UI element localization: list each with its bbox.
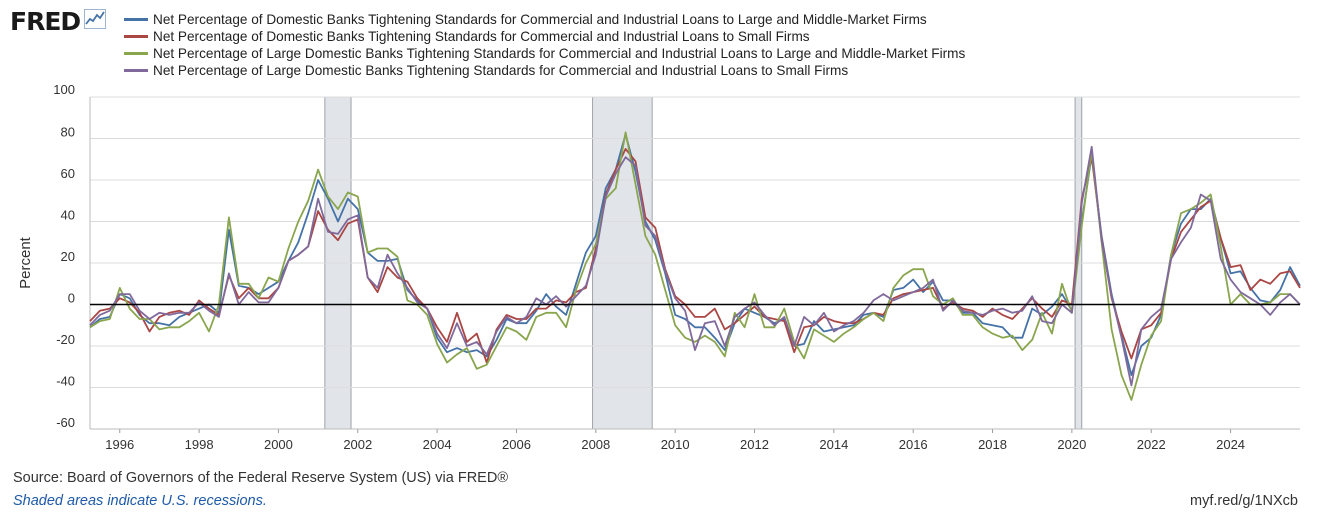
short-link[interactable]: myf.red/g/1NXcb [1190,493,1298,509]
x-tick-label: 1996 [105,437,134,452]
x-tick-label: 2024 [1216,437,1245,452]
y-tick-label: 40 [61,208,75,223]
line-chart-icon [84,8,107,34]
x-tick-label: 2016 [899,437,928,452]
y-tick-label: 60 [61,166,75,181]
y-tick-label: -20 [56,332,75,347]
x-tick-label: 2004 [423,437,452,452]
series-line [89,147,1301,364]
legend-label: Net Percentage of Domestic Banks Tighten… [153,12,927,27]
y-tick-label: -60 [56,415,75,430]
legend-item: Net Percentage of Large Domestic Banks T… [124,45,965,62]
x-tick-label: 2002 [343,437,372,452]
x-tick-label: 2018 [978,437,1007,452]
series-line [89,131,1301,401]
legend-item: Net Percentage of Domestic Banks Tighten… [124,11,965,28]
recession-note: Shaded areas indicate U.S. recessions. [13,493,267,509]
series-line [89,133,1301,377]
fred-logo[interactable]: FRED [10,6,107,36]
source-note: Source: Board of Governors of the Federa… [13,470,509,486]
legend-swatch [124,18,148,21]
x-tick-label: 2010 [661,437,690,452]
x-tick-label: 2000 [264,437,293,452]
legend-item: Net Percentage of Domestic Banks Tighten… [124,28,965,45]
x-tick-label: 2022 [1137,437,1166,452]
x-tick-label: 2012 [740,437,769,452]
legend-swatch [124,69,148,72]
series-line [89,145,1301,387]
fred-logo-text: FRED [10,6,81,36]
y-tick-label: 0 [68,291,75,306]
x-tick-label: 2014 [819,437,848,452]
x-tick-label: 2020 [1057,437,1086,452]
x-tick-label: 2008 [581,437,610,452]
y-tick-label: 80 [61,125,75,140]
x-tick-label: 2006 [502,437,531,452]
legend-label: Net Percentage of Domestic Banks Tighten… [153,29,810,44]
legend-label: Net Percentage of Large Domestic Banks T… [153,63,849,78]
y-axis-label: Percent [17,236,34,289]
legend-swatch [124,52,148,55]
y-tick-label: 100 [53,82,75,97]
y-tick-label: -40 [56,374,75,389]
chart-legend: Net Percentage of Domestic Banks Tighten… [124,11,965,79]
legend-swatch [124,35,148,38]
legend-label: Net Percentage of Large Domestic Banks T… [153,46,966,61]
y-tick-label: 20 [61,249,75,264]
legend-item: Net Percentage of Large Domestic Banks T… [124,62,965,79]
x-tick-label: 1998 [185,437,214,452]
